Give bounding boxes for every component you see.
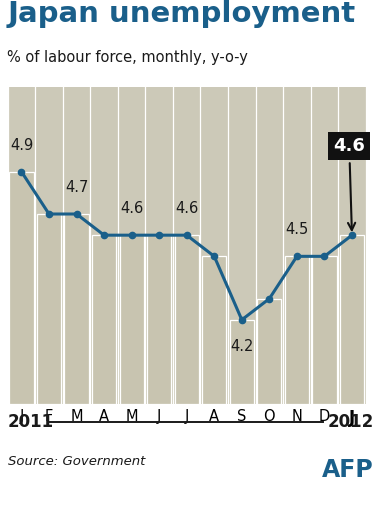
- Text: AFP: AFP: [322, 458, 373, 482]
- Bar: [230, 320, 254, 404]
- Text: 4.6: 4.6: [120, 201, 143, 216]
- Bar: [312, 257, 336, 404]
- Bar: [9, 172, 33, 404]
- Text: 4.6: 4.6: [333, 137, 365, 230]
- Bar: [202, 257, 226, 404]
- Bar: [37, 214, 61, 404]
- Bar: [340, 235, 364, 404]
- Text: % of labour force, monthly, y-o-y: % of labour force, monthly, y-o-y: [7, 51, 248, 66]
- Text: 4.9: 4.9: [10, 138, 33, 153]
- Text: 4.6: 4.6: [175, 201, 198, 216]
- Bar: [119, 235, 144, 404]
- Bar: [64, 214, 89, 404]
- Bar: [285, 257, 309, 404]
- Text: 4.2: 4.2: [230, 339, 253, 354]
- Text: 2012: 2012: [327, 413, 373, 431]
- Text: 4.7: 4.7: [65, 180, 88, 195]
- Bar: [257, 298, 281, 404]
- Bar: [92, 235, 116, 404]
- Text: Japan unemployment: Japan unemployment: [7, 0, 355, 28]
- Bar: [175, 235, 199, 404]
- Text: 2011: 2011: [8, 413, 54, 431]
- Text: 4.5: 4.5: [285, 222, 308, 237]
- Text: Source: Government: Source: Government: [8, 455, 145, 468]
- Bar: [147, 235, 171, 404]
